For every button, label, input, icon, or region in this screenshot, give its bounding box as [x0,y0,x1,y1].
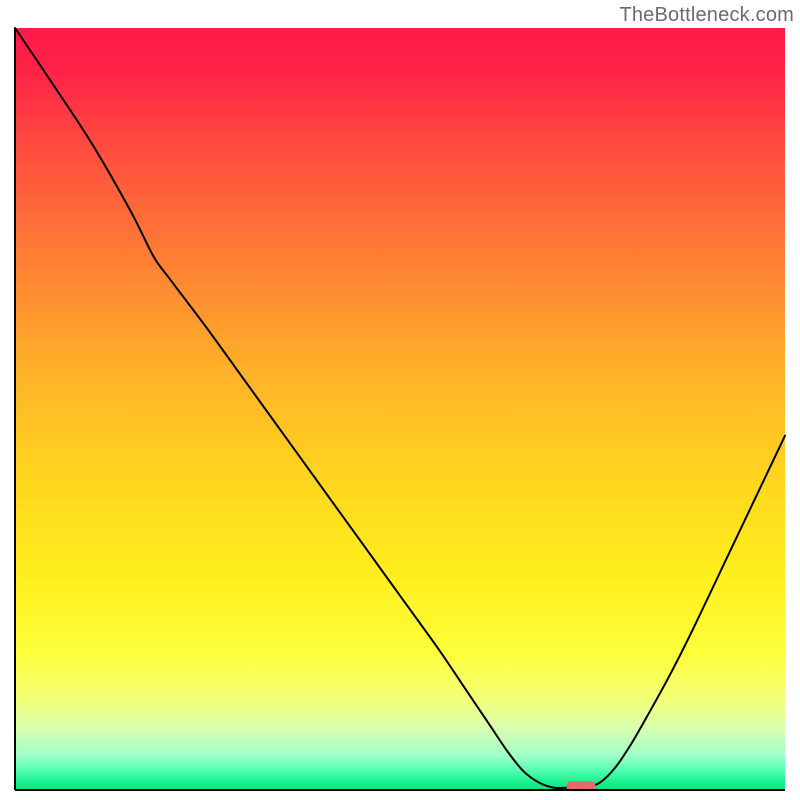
watermark-label: TheBottleneck.com [619,4,794,27]
bottleneck-chart [0,0,800,800]
chart-container: TheBottleneck.com [0,0,800,800]
